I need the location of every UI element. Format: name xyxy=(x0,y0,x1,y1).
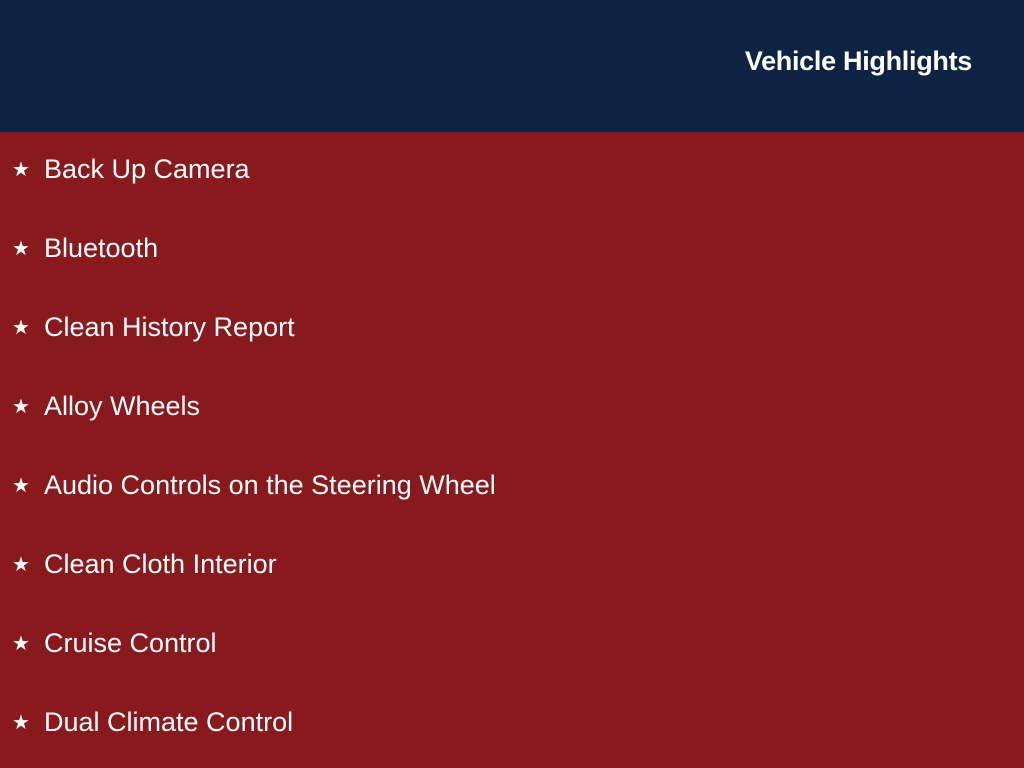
highlight-label: Cruise Control xyxy=(44,628,217,658)
header: Vehicle Highlights xyxy=(0,0,1024,132)
star-icon: ★ xyxy=(12,554,30,576)
page-title: Vehicle Highlights xyxy=(744,46,972,76)
list-item: ★ Clean History Report xyxy=(0,288,1024,367)
star-icon: ★ xyxy=(12,712,30,734)
list-item: ★ Dual Climate Control xyxy=(0,683,1024,762)
star-icon: ★ xyxy=(12,317,30,339)
highlights-list: ★ Back Up Camera ★ Bluetooth ★ Clean History … xyxy=(0,130,1024,762)
star-icon: ★ xyxy=(12,238,30,260)
highlight-label: Clean Cloth Interior xyxy=(44,549,277,579)
highlight-label: Alloy Wheels xyxy=(44,391,201,421)
list-item: ★ Clean Cloth Interior xyxy=(0,525,1024,604)
highlight-label: Audio Controls on the Steering Wheel xyxy=(44,470,496,500)
list-item: ★ Bluetooth xyxy=(0,209,1024,288)
highlight-label: Bluetooth xyxy=(44,233,159,263)
star-icon: ★ xyxy=(12,633,30,655)
list-item: ★ Cruise Control xyxy=(0,604,1024,683)
highlight-label: Dual Climate Control xyxy=(44,707,294,737)
list-item: ★ Back Up Camera xyxy=(0,130,1024,209)
star-icon: ★ xyxy=(12,159,30,181)
star-icon: ★ xyxy=(12,475,30,497)
highlight-label: Clean History Report xyxy=(44,312,295,342)
highlight-label: Back Up Camera xyxy=(44,154,250,184)
star-icon: ★ xyxy=(12,396,30,418)
list-item: ★ Audio Controls on the Steering Wheel xyxy=(0,446,1024,525)
list-item: ★ Alloy Wheels xyxy=(0,367,1024,446)
